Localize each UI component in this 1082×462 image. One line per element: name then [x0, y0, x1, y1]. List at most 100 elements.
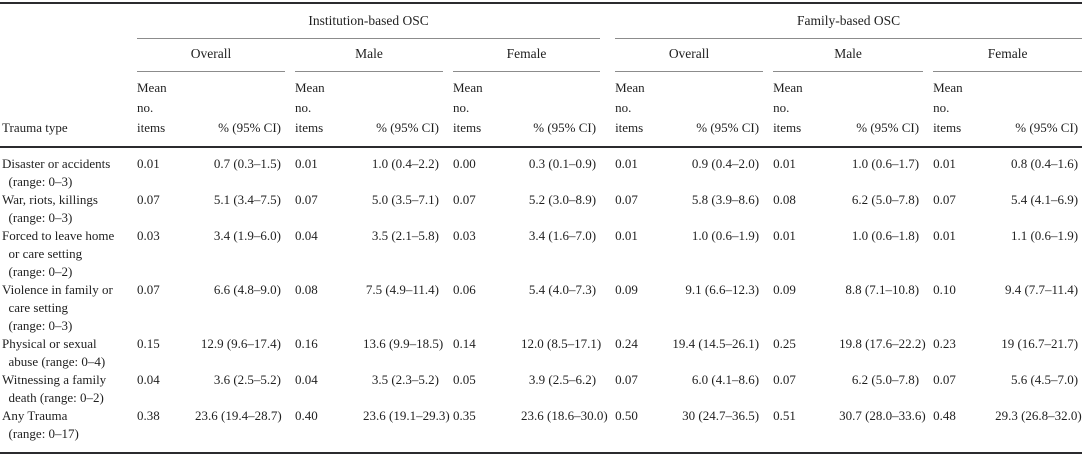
mean-ib-female: 0.06 [453, 282, 476, 297]
pct-ib-female: 12.0 (8.5–17.1) [521, 336, 602, 351]
pct-fb-overall: 0.9 (0.4–2.0) [691, 156, 760, 171]
mean-ib-overall: 0.07 [137, 282, 160, 297]
pct-fb-female: 5.4 (4.1–6.9) [1010, 192, 1079, 207]
mean-fb-female: 0.07 [933, 372, 956, 387]
subgroup-fb-female: Female [923, 39, 1082, 72]
pct-ib-female: 3.4 (1.6–7.0) [528, 228, 597, 243]
mean-items-header: Mean no. items [763, 72, 840, 148]
pct-fb-female: 19 (16.7–21.7) [1001, 336, 1079, 351]
pct-fb-male: 30.7 (28.0–33.6) [839, 408, 926, 423]
table-row-forced-to-leave: Forced to leave home or care setting (ra… [0, 227, 1082, 281]
pct-ib-male: 13.6 (9.9–18.5) [363, 336, 444, 351]
trauma-type-label: Forced to leave home or care setting (ra… [2, 228, 115, 279]
subgroup-ib-overall: Overall [127, 39, 285, 72]
table-row-violence: Violence in family or care setting (rang… [0, 281, 1082, 335]
pct-fb-male: 1.0 (0.6–1.8) [851, 228, 920, 243]
pct-fb-female: 5.6 (4.5–7.0) [1010, 372, 1079, 387]
pct-fb-female: 9.4 (7.7–11.4) [1004, 282, 1079, 297]
trauma-type-label: Violence in family or care setting (rang… [2, 282, 113, 333]
mean-fb-male: 0.01 [773, 156, 796, 171]
group-gap [600, 4, 606, 148]
mean-fb-overall: 0.24 [615, 336, 638, 351]
pct-fb-overall: 6.0 (4.1–8.6) [691, 372, 760, 387]
pct-fb-male: 6.2 (5.0–7.8) [851, 192, 920, 207]
mean-ib-overall: 0.38 [137, 408, 160, 423]
mean-fb-female: 0.01 [933, 228, 956, 243]
pct-ib-overall: 12.9 (9.6–17.4) [200, 336, 281, 351]
group-header-institution-based-osc: Institution-based OSC [127, 4, 601, 39]
mean-ib-overall: 0.04 [137, 372, 160, 387]
pct-ib-overall: 3.4 (1.9–6.0) [213, 228, 281, 243]
pct-ib-male: 3.5 (2.1–5.8) [371, 228, 439, 243]
pct-ib-overall: 23.6 (19.4–28.7) [195, 408, 282, 423]
mean-ib-male: 0.16 [295, 336, 318, 351]
mean-ib-female: 0.05 [453, 372, 476, 387]
group-label: Institution-based OSC [137, 4, 601, 39]
mean-fb-overall: 0.01 [615, 156, 638, 171]
mean-ib-male: 0.07 [295, 192, 318, 207]
pct-fb-overall: 1.0 (0.6–1.9) [691, 228, 760, 243]
measure-header-row: Mean no. items % (95% CI) Mean no. items… [0, 72, 1082, 148]
mean-items-header: Mean no. items [443, 72, 521, 148]
group-label: Family-based OSC [615, 4, 1082, 39]
row-header-trauma-type: Trauma type [0, 4, 127, 148]
table-row-any-trauma: Any Trauma (range: 0–17) 0.38 23.6 (19.4… [0, 407, 1082, 452]
mean-ib-male: 0.04 [295, 228, 318, 243]
subgroup-label: Overall [615, 39, 764, 72]
mean-items-header: Mean no. items [605, 72, 670, 148]
pct-fb-male: 8.8 (7.1–10.8) [845, 282, 920, 297]
mean-ib-female: 0.07 [453, 192, 476, 207]
mean-fb-male: 0.01 [773, 228, 796, 243]
subgroup-label: Overall [137, 39, 285, 72]
mean-fb-female: 0.10 [933, 282, 956, 297]
table-top-rule [0, 2, 1082, 4]
table-row-witnessing-death: Witnessing a family death (range: 0–2) 0… [0, 371, 1082, 407]
subgroup-label: Female [453, 39, 601, 72]
pct-ib-male: 7.5 (4.9–11.4) [365, 282, 439, 297]
pct-fb-overall: 30 (24.7–36.5) [682, 408, 760, 423]
pct-ci-header: % (95% CI) [195, 72, 285, 148]
pct-fb-female: 1.1 (0.6–1.9) [1010, 228, 1079, 243]
pct-ci-header: % (95% CI) [363, 72, 443, 148]
mean-ib-overall: 0.01 [137, 156, 160, 171]
mean-fb-female: 0.01 [933, 156, 956, 171]
mean-ib-overall: 0.15 [137, 336, 160, 351]
pct-ib-overall: 0.7 (0.3–1.5) [213, 156, 281, 171]
mean-ib-male: 0.40 [295, 408, 318, 423]
table-header: Trauma type Institution-based OSC Family… [0, 4, 1082, 148]
mean-ib-female: 0.14 [453, 336, 476, 351]
table-body: Disaster or accidents (range: 0–3) 0.01 … [0, 147, 1082, 452]
table-bottom-rule [0, 452, 1082, 454]
mean-fb-overall: 0.07 [615, 372, 638, 387]
mean-items-header: Mean no. items [127, 72, 195, 148]
subgroup-ib-male: Male [285, 39, 443, 72]
pct-ib-female: 3.9 (2.5–6.2) [528, 372, 597, 387]
mean-fb-overall: 0.09 [615, 282, 638, 297]
pct-fb-male: 1.0 (0.6–1.7) [851, 156, 920, 171]
mean-fb-male: 0.25 [773, 336, 796, 351]
table-row-disaster: Disaster or accidents (range: 0–3) 0.01 … [0, 147, 1082, 191]
pct-fb-female: 0.8 (0.4–1.6) [1010, 156, 1079, 171]
mean-items-header: Mean no. items [923, 72, 996, 148]
mean-fb-female: 0.48 [933, 408, 956, 423]
pct-ib-female: 0.3 (0.1–0.9) [528, 156, 597, 171]
subgroup-fb-overall: Overall [605, 39, 764, 72]
mean-fb-male: 0.09 [773, 282, 796, 297]
pct-fb-overall: 9.1 (6.6–12.3) [685, 282, 760, 297]
subgroup-header-row: Overall Male Female Overall Male Female [0, 39, 1082, 72]
trauma-type-label: War, riots, killings (range: 0–3) [2, 192, 98, 225]
pct-fb-overall: 19.4 (14.5–26.1) [672, 336, 760, 351]
mean-ib-overall: 0.07 [137, 192, 160, 207]
pct-ci-header: % (95% CI) [995, 72, 1082, 148]
mean-ib-male: 0.08 [295, 282, 318, 297]
trauma-type-label: Any Trauma (range: 0–17) [2, 408, 79, 441]
pct-ib-overall: 3.6 (2.5–5.2) [213, 372, 281, 387]
mean-fb-overall: 0.07 [615, 192, 638, 207]
pct-ib-male: 5.0 (3.5–7.1) [371, 192, 439, 207]
pct-fb-overall: 5.8 (3.9–8.6) [691, 192, 760, 207]
trauma-type-label: Physical or sexual abuse (range: 0–4) [2, 336, 106, 369]
pct-ib-overall: 5.1 (3.4–7.5) [213, 192, 281, 207]
mean-fb-male: 0.07 [773, 372, 796, 387]
pct-ci-header: % (95% CI) [839, 72, 924, 148]
